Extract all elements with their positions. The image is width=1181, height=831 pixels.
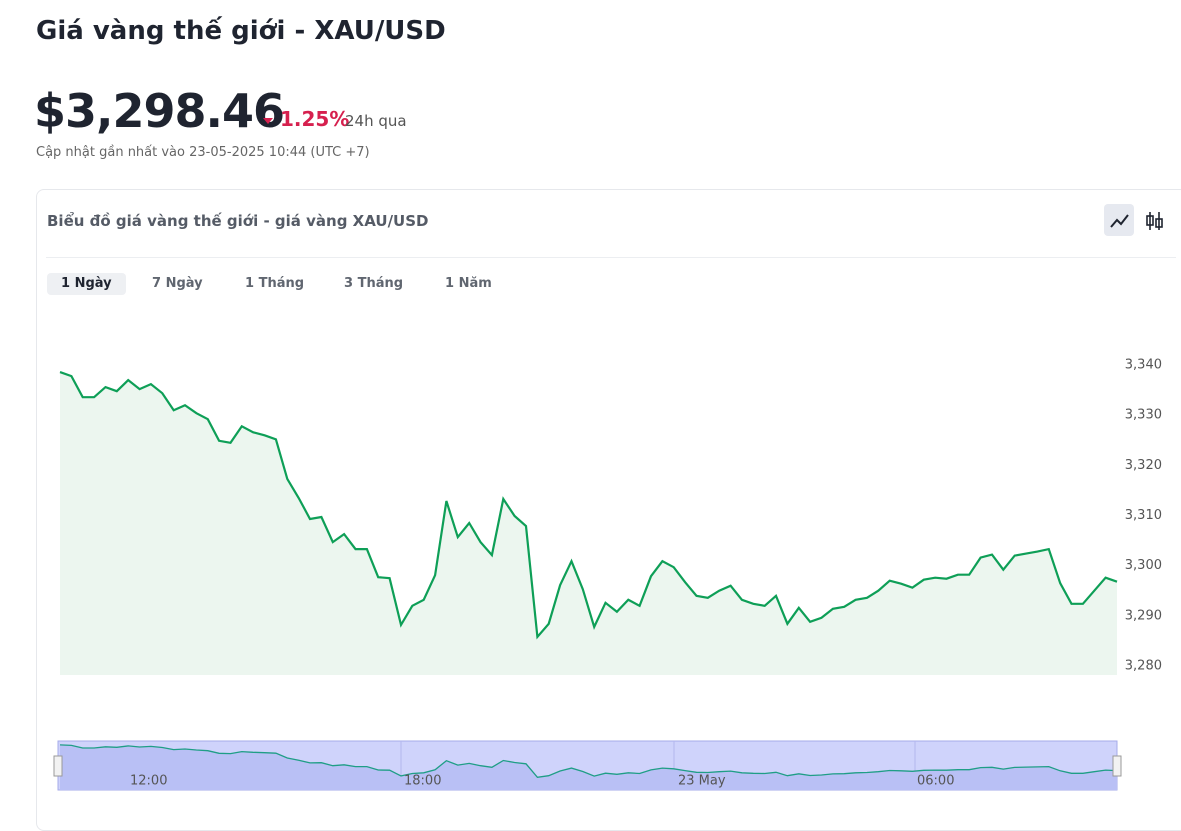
updated-time: Cập nhật gần nhất vào 23-05-2025 10:44 (…: [36, 145, 370, 160]
navigator-area: [60, 744, 1117, 790]
chart: 3,280 3,290 3,300 3,310 3,320 3,330 3,340 12:00…: [53, 118, 1163, 791]
navigator-handle[interactable]: [1112, 755, 1122, 777]
navigator-handle[interactable]: [53, 755, 63, 777]
line-icon: [1110, 214, 1129, 228]
divider: [46, 257, 1176, 258]
change-period: 24h qua: [345, 112, 407, 130]
card-title: Biểu đồ giá vàng thế giới - giá vàng XAU…: [47, 212, 429, 230]
area: [60, 372, 1117, 675]
navigator-line: [59, 744, 1118, 778]
navigator-label: 06:00: [917, 774, 954, 789]
y-tick-label: 3,300: [1125, 558, 1162, 573]
candlestick-button[interactable]: [1146, 212, 1163, 230]
y-tick-label: 3,280: [1125, 658, 1162, 673]
range-tab[interactable]: 3 Tháng: [344, 276, 404, 291]
y-tick-label: 3,330: [1125, 408, 1162, 423]
range-tab[interactable]: 7 Ngày: [152, 276, 203, 291]
down-arrow: [263, 118, 273, 124]
range-tab[interactable]: 1 Năm: [445, 276, 492, 291]
price: $3,298.46: [34, 84, 285, 138]
y-tick-label: 3,310: [1125, 508, 1162, 523]
y-tick-label: 3,340: [1125, 358, 1162, 373]
range-tab[interactable]: 1 Tháng: [245, 276, 305, 291]
y-tick-label: 3,320: [1125, 458, 1162, 473]
navigator-label: 23 May: [678, 774, 726, 789]
line-view-button[interactable]: [1104, 204, 1134, 236]
page: Giá vàng thế giới - XAU/USD $3,298.46 3,…: [34, 16, 1181, 831]
price-line: [59, 371, 1118, 640]
navigator-label: 12:00: [130, 774, 167, 789]
navigator-label: 18:00: [404, 774, 441, 789]
page-title: Giá vàng thế giới - XAU/USD: [36, 16, 446, 46]
y-tick-label: 3,290: [1125, 608, 1162, 623]
range-tab[interactable]: 1 Ngày: [47, 273, 126, 295]
change: 1.25%: [280, 107, 350, 131]
